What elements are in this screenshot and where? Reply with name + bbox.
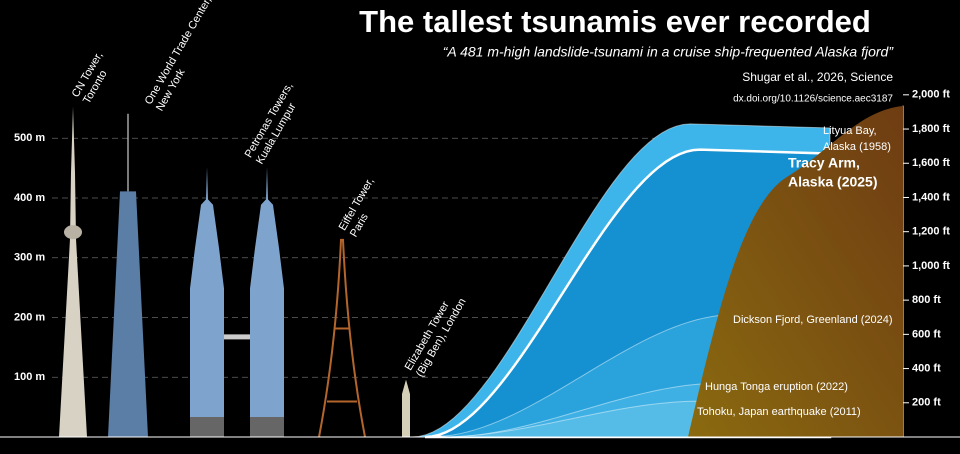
tsunami-label: Alaska (1958) [823,141,891,153]
y2-tick-label: 200 ft [912,397,941,409]
y-tick-label: 100 m [14,371,45,383]
source: Shugar et al., 2026, Science [742,70,893,84]
doi: dx.doi.org/10.1126/science.aec3187 [733,94,893,105]
y-tick-label: 500 m [14,132,45,144]
structure: Petronas Towers,Kuala Lumpur [190,80,299,437]
y2-tick-label: 1,200 ft [912,226,950,238]
y-tick-label: 200 m [14,311,45,323]
structure-shape [59,106,87,438]
tsunami-label: Tohoku, Japan earthquake (2011) [697,406,861,418]
y2-tick-label: 1,800 ft [912,123,950,135]
y2-tick-label: 2,000 ft [912,89,950,101]
tsunami-label: Tracy Arm, [788,155,860,171]
y2-tick-label: 800 ft [912,294,941,306]
y2-tick-label: 1,600 ft [912,157,950,169]
chart-title: The tallest tsunamis ever recorded [359,4,871,39]
subtitle: “A 481 m-high landslide-tsunami in a cru… [443,44,895,60]
skybridge [224,334,250,340]
structure-base [250,417,284,437]
structure-shape [250,166,284,437]
tsunami-label: Hunga Tonga eruption (2022) [705,381,848,393]
tsunami-label: Alaska (2025) [788,174,878,190]
structure-shape [108,191,148,437]
y2-tick-label: 1,000 ft [912,260,950,272]
y-tick-label: 300 m [14,252,45,264]
structure-shape [402,379,410,437]
tsunami-label: Lityua Bay, [823,125,877,137]
y2-tick-label: 1,400 ft [912,191,950,203]
structure-pod [64,225,82,240]
structure-shape [318,238,366,438]
structure-shape [190,166,224,437]
structure-base [190,417,224,437]
y2-tick-label: 600 ft [912,328,941,340]
plot: 100 m 200 m 300 m 400 m 500 m 200 ft 400 ft 600… [0,0,960,439]
terrain [688,106,903,437]
tsunami-label: Dickson Fjord, Greenland (2024) [733,314,893,326]
y-tick-label: 400 m [14,192,45,204]
y2-tick-label: 400 ft [912,362,941,374]
